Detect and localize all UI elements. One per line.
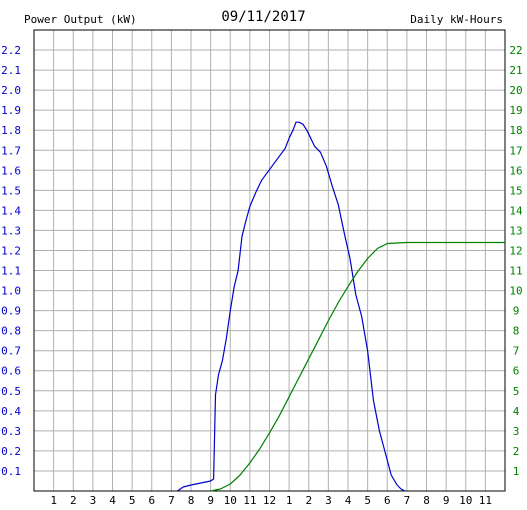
x-tick-label: 11 <box>479 494 492 507</box>
right-tick-label: 13 <box>509 224 522 237</box>
series-line-energy <box>210 241 505 492</box>
right-tick-label: 8 <box>513 325 520 338</box>
right-tick-label: 3 <box>513 425 520 438</box>
x-tick-label: 4 <box>345 494 352 507</box>
x-tick-label: 5 <box>364 494 371 507</box>
right-tick-label: 21 <box>509 64 522 77</box>
left-tick-label: 1.0 <box>1 285 21 298</box>
x-tick-label: 7 <box>404 494 411 507</box>
right-tick-label: 17 <box>509 144 522 157</box>
x-tick-label: 3 <box>90 494 97 507</box>
right-tick-label: 19 <box>509 104 522 117</box>
x-tick-label: 6 <box>384 494 391 507</box>
left-tick-label: 0.6 <box>1 365 21 378</box>
x-tick-label: 11 <box>243 494 256 507</box>
plot-frame <box>33 29 506 492</box>
x-tick-label: 10 <box>224 494 237 507</box>
left-tick-label: 1.8 <box>1 124 21 137</box>
left-tick-label: 0.1 <box>1 465 21 478</box>
right-tick-label: 14 <box>509 204 523 217</box>
x-tick-label: 5 <box>129 494 136 507</box>
x-tick-label: 9 <box>443 494 450 507</box>
left-tick-label: 1.4 <box>1 204 21 217</box>
x-tick-label: 2 <box>70 494 77 507</box>
right-tick-label: 16 <box>509 164 522 177</box>
left-tick-label: 1.7 <box>1 144 21 157</box>
left-tick-label: 1.5 <box>1 184 21 197</box>
right-tick-label: 6 <box>513 365 520 378</box>
chart-title: 09/11/2017 <box>221 9 306 25</box>
x-tick-label: 9 <box>207 494 214 507</box>
right-tick-label: 9 <box>513 305 520 318</box>
right-tick-label: 12 <box>509 244 522 257</box>
left-tick-label: 1.9 <box>1 104 21 117</box>
x-tick-label: 3 <box>325 494 332 507</box>
left-tick-label: 2.2 <box>1 44 21 57</box>
right-tick-label: 4 <box>513 405 520 418</box>
left-tick-label: 1.3 <box>1 224 21 237</box>
x-tick-label: 1 <box>50 494 57 507</box>
x-tick-label: 8 <box>188 494 195 507</box>
right-tick-label: 20 <box>509 84 522 97</box>
left-tick-label: 0.2 <box>1 445 21 458</box>
right-tick-label: 18 <box>509 124 522 137</box>
x-tick-label: 7 <box>168 494 175 507</box>
x-tick-label: 1 <box>286 494 293 507</box>
x-tick-label: 4 <box>109 494 116 507</box>
left-tick-label: 0.9 <box>1 305 21 318</box>
x-tick-label: 6 <box>148 494 155 507</box>
left-tick-label: 1.1 <box>1 265 21 278</box>
right-tick-label: 22 <box>509 44 522 57</box>
right-tick-label: 7 <box>513 345 520 358</box>
right-tick-label: 5 <box>513 385 520 398</box>
left-tick-label: 0.3 <box>1 425 21 438</box>
right-tick-label: 1 <box>513 465 520 478</box>
right-tick-label: 11 <box>509 265 522 278</box>
series-line-power <box>176 121 406 492</box>
right-tick-label: 15 <box>509 184 522 197</box>
left-tick-label: 1.2 <box>1 244 21 257</box>
left-tick-label: 0.4 <box>1 405 21 418</box>
x-tick-label: 10 <box>459 494 472 507</box>
left-tick-label: 2.1 <box>1 64 21 77</box>
right-tick-label: 2 <box>513 445 520 458</box>
x-tick-label: 2 <box>305 494 312 507</box>
left-axis-label: Power Output (kW) <box>24 13 137 26</box>
x-tick-label: 8 <box>423 494 430 507</box>
left-tick-label: 1.6 <box>1 164 21 177</box>
x-tick-label: 12 <box>263 494 276 507</box>
left-tick-label: 0.5 <box>1 385 21 398</box>
right-tick-label: 10 <box>509 285 522 298</box>
left-tick-label: 0.8 <box>1 325 21 338</box>
left-tick-label: 0.7 <box>1 345 21 358</box>
right-axis-label: Daily kW-Hours <box>410 13 503 26</box>
left-tick-label: 2.0 <box>1 84 21 97</box>
